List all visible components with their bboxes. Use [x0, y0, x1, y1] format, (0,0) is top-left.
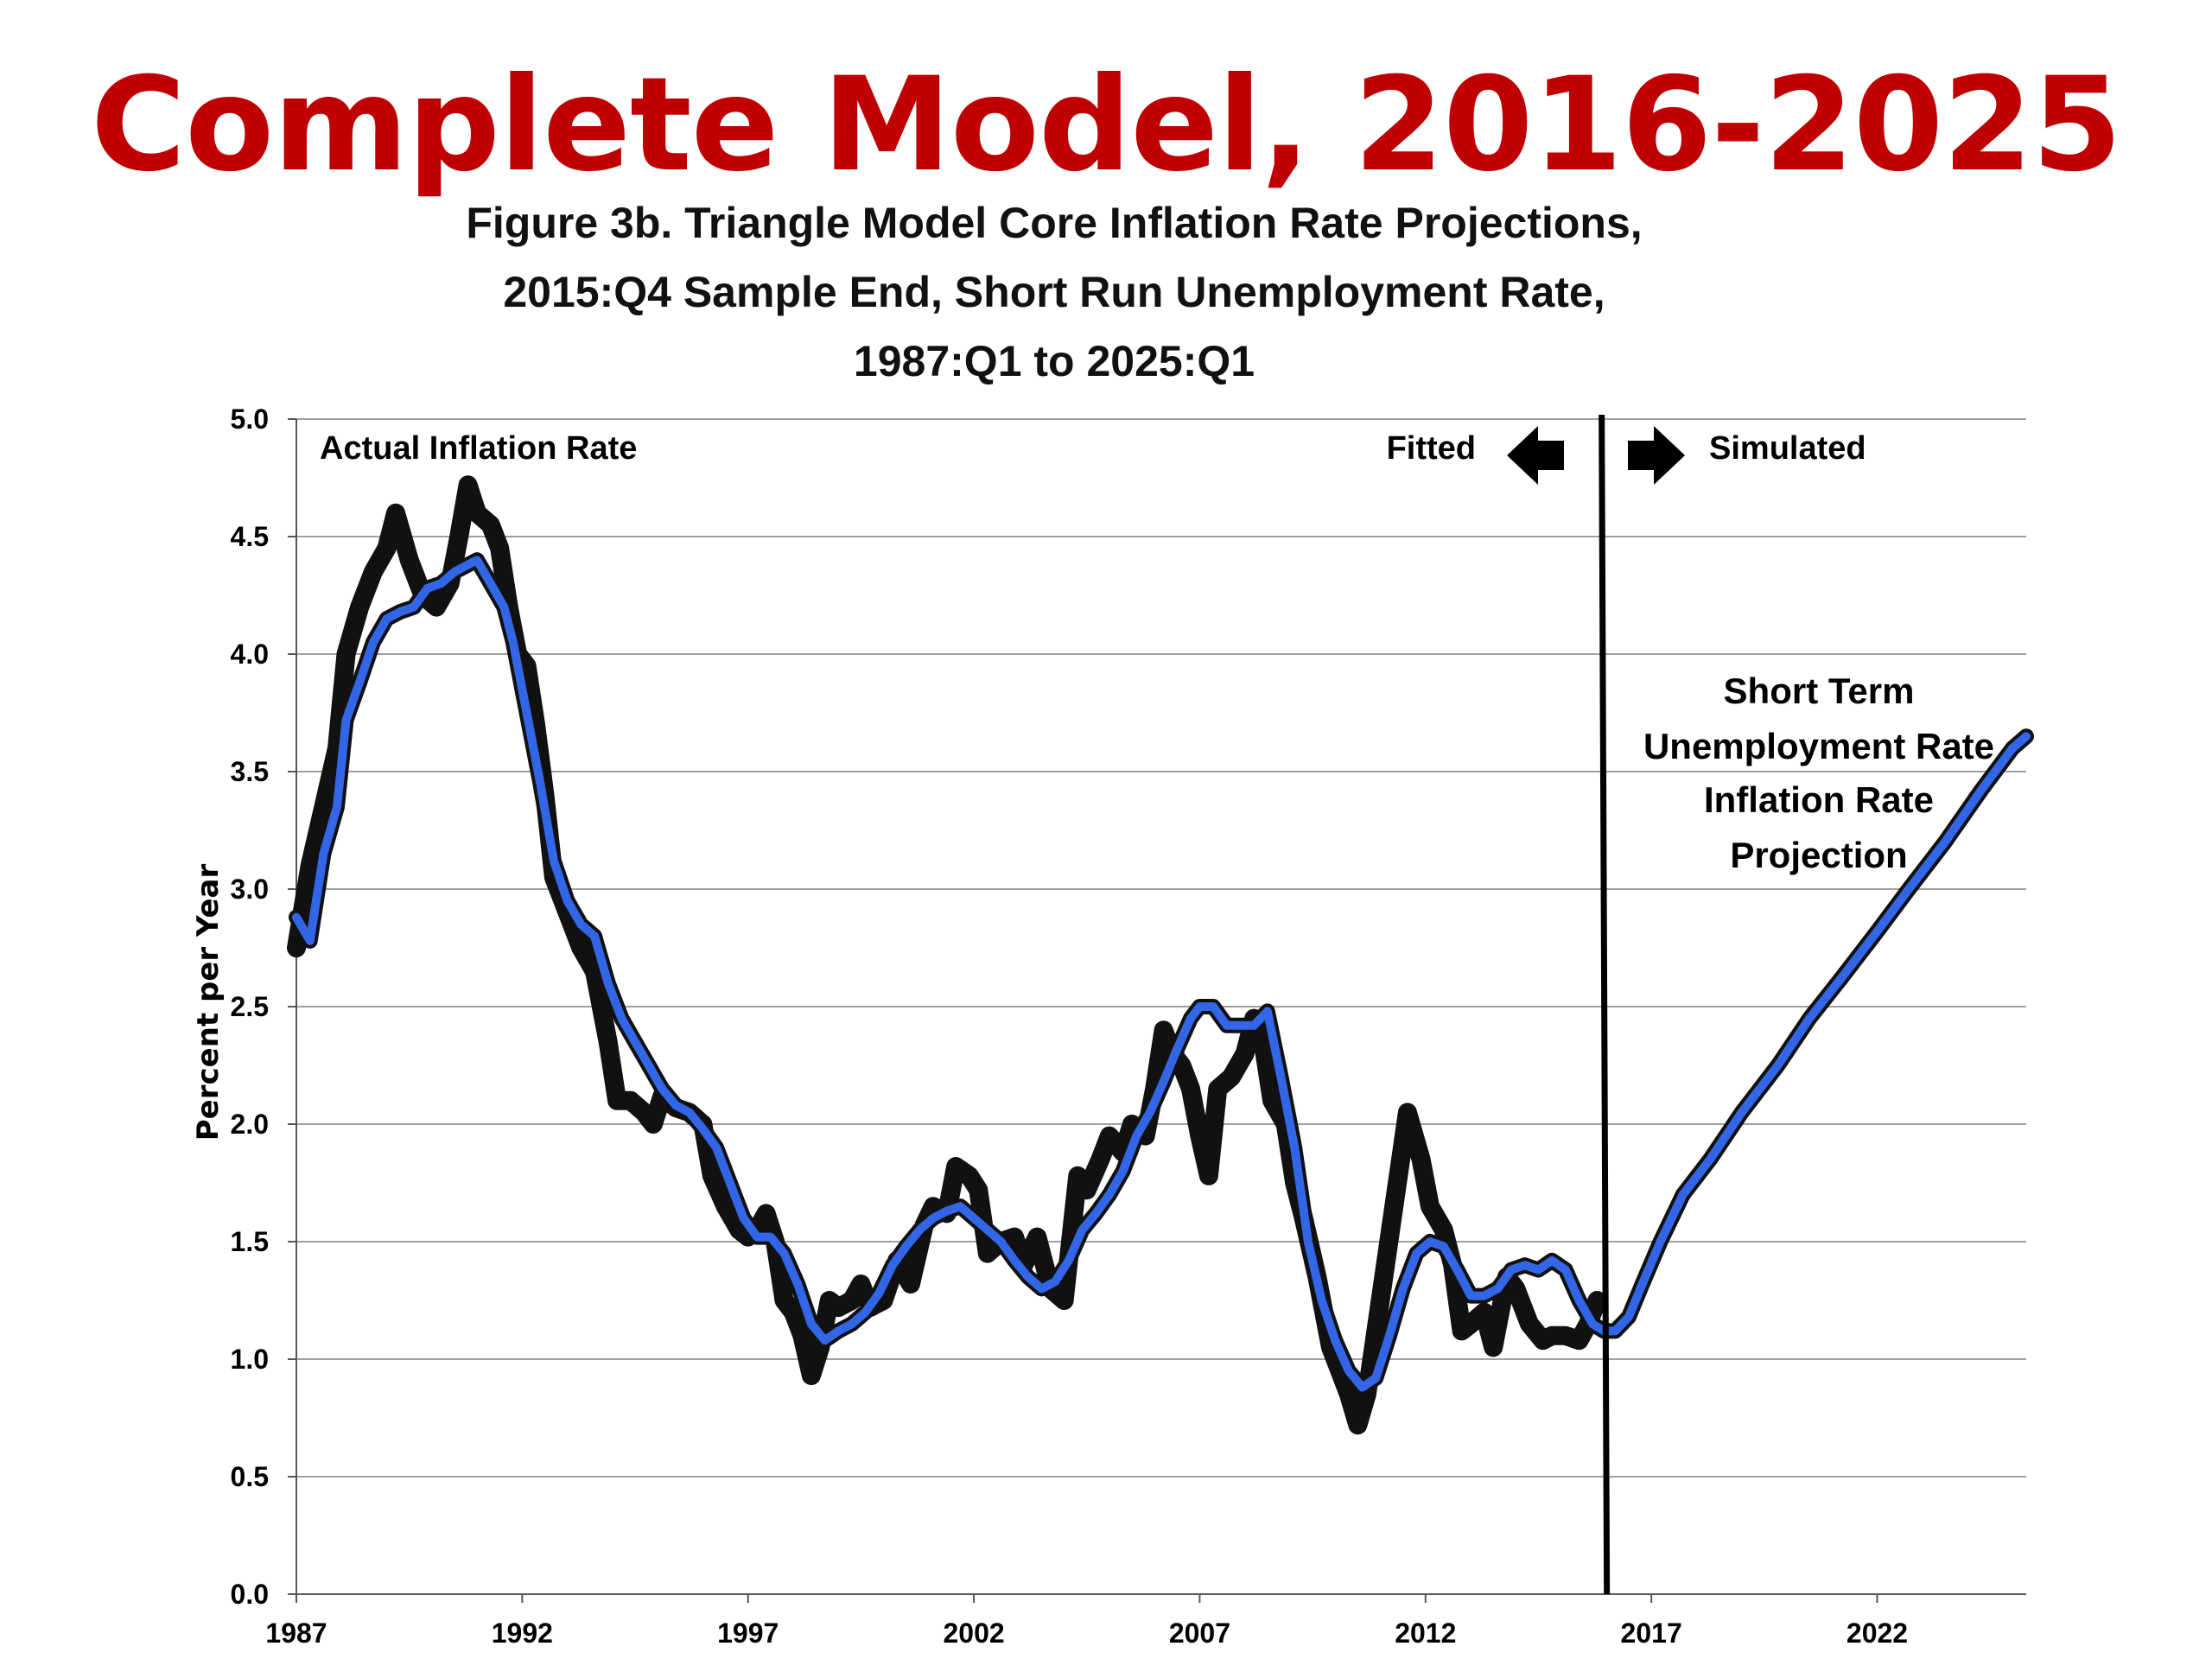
chart-grid	[296, 418, 2026, 1478]
x-tick-label: 2002	[943, 1618, 1004, 1649]
y-tick-label: 1.0	[231, 1344, 269, 1375]
projection-label-line-2: Unemployment Rate	[1643, 726, 1994, 766]
x-tick-label: 1997	[717, 1618, 779, 1649]
projection-label-line-1: Short Term	[1724, 671, 1915, 711]
fitted-arrow-icon	[1507, 426, 1564, 485]
projection-label: Short Term Unemployment Rate Inflation R…	[1643, 671, 1994, 875]
y-tick-label: 2.0	[231, 1109, 269, 1140]
sample-end-marker	[1599, 414, 1611, 1595]
x-tick-label: 2007	[1169, 1618, 1230, 1649]
y-tick-label: 4.0	[231, 639, 269, 670]
sample-end-line	[1599, 414, 1611, 1595]
chart-tick-labels: 0.0 0.5 1.0 1.5 2.0 2.5 3.0 3.5 4.0 4.5 5.0 1987 199…	[231, 404, 1909, 1649]
fitted-inflation-line	[292, 556, 2031, 1392]
projection-label-line-3: Inflation Rate	[1704, 779, 1934, 820]
y-axis-label: Percent per Year	[191, 864, 226, 1141]
y-tick-label: 3.5	[231, 756, 269, 787]
y-tick-label: 0.5	[231, 1461, 269, 1492]
projection-label-line-4: Projection	[1730, 835, 1907, 875]
actual-inflation-label: Actual Inflation Rate	[320, 430, 637, 467]
y-tick-label: 2.5	[231, 991, 269, 1022]
figure-title-line-1: Figure 3b. Triangle Model Core Inflation…	[466, 199, 1643, 247]
x-tick-label: 1987	[265, 1618, 327, 1649]
y-tick-label: 0.0	[231, 1579, 269, 1610]
fitted-label: Fitted	[1387, 430, 1476, 467]
x-tick-label: 2017	[1621, 1618, 1682, 1649]
figure-title-line-2: 2015:Q4 Sample End, Short Run Unemployme…	[503, 268, 1605, 316]
chart-series	[287, 475, 2034, 1435]
y-tick-label: 5.0	[231, 404, 269, 435]
x-tick-label: 1992	[492, 1618, 553, 1649]
x-tick-label: 2022	[1847, 1618, 1908, 1649]
figure-title-line-3: 1987:Q1 to 2025:Q1	[853, 337, 1255, 385]
y-tick-label: 1.5	[231, 1226, 269, 1257]
figure-title: Figure 3b. Triangle Model Core Inflation…	[363, 188, 1745, 396]
y-tick-label: 3.0	[231, 874, 269, 905]
slide-title: Complete Model, 2016-2025	[91, 50, 2122, 200]
x-tick-label: 2012	[1395, 1618, 1456, 1649]
simulated-label: Simulated	[1709, 430, 1866, 467]
simulated-arrow-icon	[1628, 426, 1685, 485]
y-tick-label: 4.5	[231, 521, 269, 552]
